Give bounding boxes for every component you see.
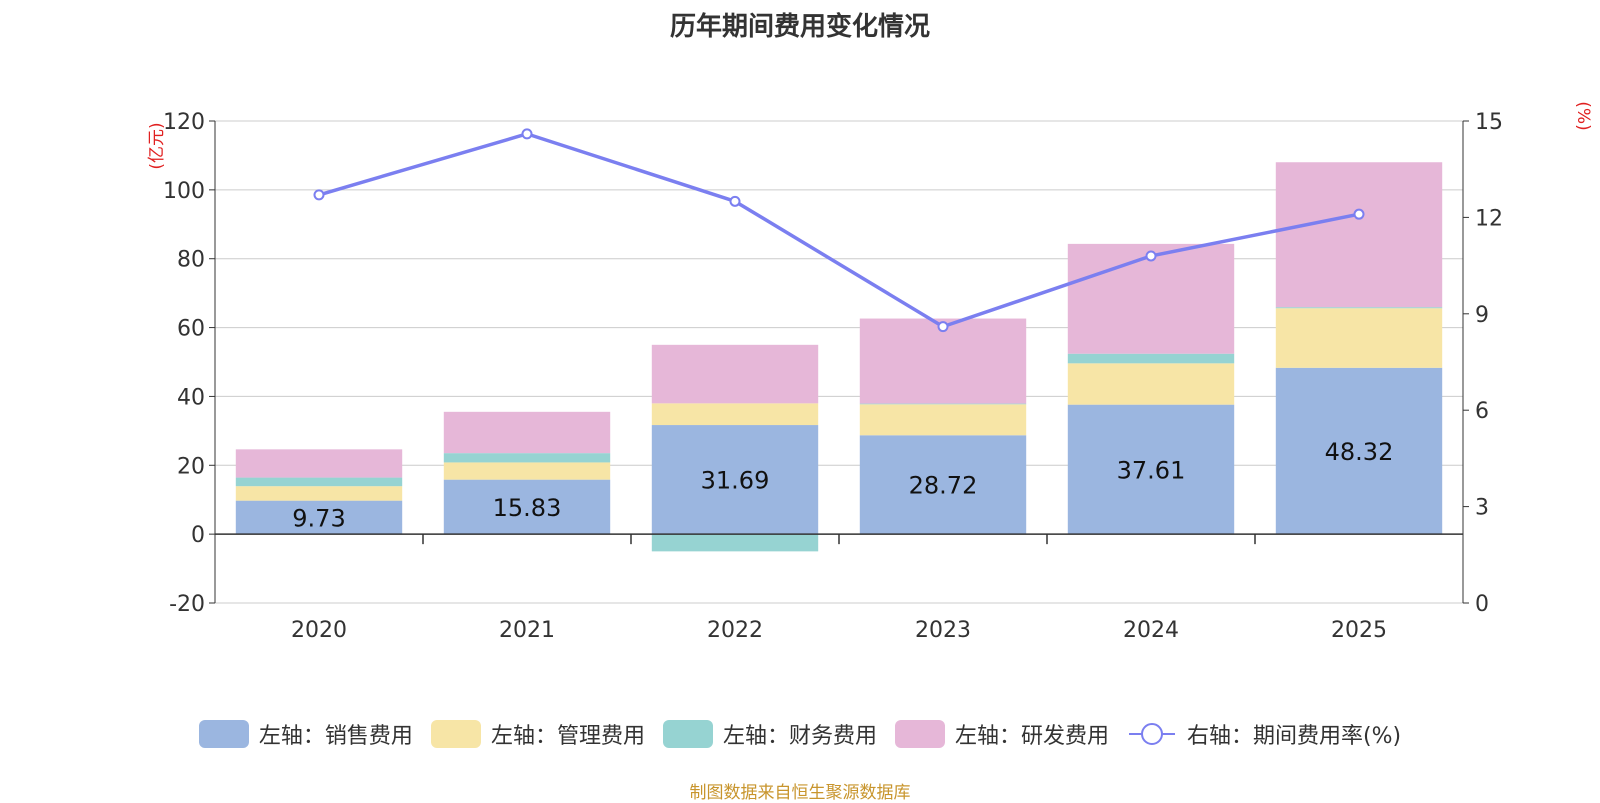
legend-item-admin[interactable]: 左轴：管理费用: [430, 718, 645, 750]
legend-swatch-finance: [662, 720, 713, 748]
legend-line-marker-icon: [1127, 720, 1177, 748]
bar-segment-4: [443, 411, 611, 454]
bar-segment-1: [859, 435, 1027, 535]
bar-data-label: 48.32: [1325, 438, 1394, 466]
expense-ratio-line: [318, 132, 1360, 329]
x-axis-tick-label: 2023: [915, 618, 971, 643]
expense-ratio-point: [1353, 208, 1365, 220]
expense-ratio-point: [729, 195, 741, 207]
bar-segment-2: [651, 403, 819, 426]
left-axis-tick-label: 120: [163, 110, 205, 135]
legend-swatch-sales: [198, 720, 249, 748]
legend-label-sales: 左轴：销售费用: [258, 724, 413, 749]
bar-segment-3: [1275, 307, 1443, 309]
bar-segment-4: [235, 449, 403, 478]
chart-title: 历年期间费用变化情况: [669, 12, 930, 42]
legend-label-rd: 左轴：研发费用: [954, 724, 1109, 749]
bar-data-label: 31.69: [701, 467, 770, 495]
bar-segment-4: [1067, 243, 1235, 354]
legend: 左轴：销售费用 左轴：管理费用 左轴：财务费用 左轴：研发费用 右轴：期间费用率…: [0, 718, 1600, 750]
bar-segment-1: [443, 479, 611, 535]
legend-label-expense-ratio: 右轴：期间费用率(%): [1186, 724, 1402, 749]
x-axis-tick-label: 2025: [1331, 618, 1387, 643]
right-axis-tick-label: 9: [1475, 303, 1489, 328]
legend-item-finance[interactable]: 左轴：财务费用: [662, 718, 877, 750]
bar-segment-2: [443, 462, 611, 480]
legend-swatch-admin: [430, 720, 481, 748]
expense-ratio-point: [313, 189, 325, 201]
bar-segment-2: [859, 404, 1027, 436]
right-axis-tick-label: 3: [1475, 496, 1489, 521]
bar-data-label: 15.83: [493, 494, 562, 522]
bar-segment-1: [235, 500, 403, 535]
bar-segment-2: [235, 486, 403, 501]
legend-label-admin: 左轴：管理费用: [490, 724, 645, 749]
bar-segment-2: [1067, 363, 1235, 405]
left-axis-tick-label: 40: [177, 385, 205, 410]
right-axis-tick-label: 0: [1475, 592, 1489, 617]
legend-item-sales[interactable]: 左轴：销售费用: [198, 718, 413, 750]
right-axis-unit-label: (%): [1573, 101, 1593, 130]
bar-segment-2: [1275, 308, 1443, 368]
bar-segment-4: [859, 318, 1027, 404]
bar-data-label: 37.61: [1117, 456, 1186, 484]
expense-ratio-point: [1145, 250, 1157, 262]
bar-data-label: 9.73: [292, 504, 345, 532]
x-axis-tick-label: 2022: [707, 618, 763, 643]
left-axis-tick-label: 0: [191, 523, 205, 548]
left-axis-tick-label: 100: [163, 179, 205, 204]
left-axis-tick-label: 60: [177, 317, 205, 342]
bar-segment-1: [1067, 404, 1235, 535]
bar-segment-4: [1275, 162, 1443, 308]
left-axis-tick-label: 20: [177, 454, 205, 479]
bar-segment-3: [1067, 353, 1235, 364]
bar-segment-3: [859, 403, 1027, 405]
bar-segment-3: [443, 453, 611, 463]
source-note: 制图数据来自恒生聚源数据库: [689, 783, 911, 803]
x-axis-tick-label: 2024: [1123, 618, 1179, 643]
legend-item-expense-ratio[interactable]: 右轴：期间费用率(%): [1127, 718, 1401, 750]
x-axis-tick-label: 2020: [291, 618, 347, 643]
right-axis-tick-label: 12: [1475, 206, 1503, 231]
expense-ratio-point: [937, 321, 949, 333]
right-axis-tick-label: 15: [1475, 110, 1503, 135]
legend-item-rd[interactable]: 左轴：研发费用: [894, 718, 1109, 750]
right-axis-tick-label: 6: [1475, 399, 1489, 424]
left-axis-unit-label: (亿元): [147, 122, 167, 169]
bar-data-label: 28.72: [909, 472, 978, 500]
bar-segment-3: [235, 477, 403, 487]
left-axis-tick-label: 80: [177, 248, 205, 273]
expense-ratio-point: [521, 128, 533, 140]
bar-segment-4: [651, 344, 819, 404]
bar-segment-1: [1275, 367, 1443, 535]
bar-segment-3: [651, 534, 819, 552]
legend-label-finance: 左轴：财务费用: [722, 724, 877, 749]
legend-swatch-rd: [894, 720, 945, 748]
bar-segment-1: [651, 425, 819, 535]
x-axis-tick-label: 2021: [499, 618, 555, 643]
left-axis-tick-label: -20: [169, 592, 205, 617]
